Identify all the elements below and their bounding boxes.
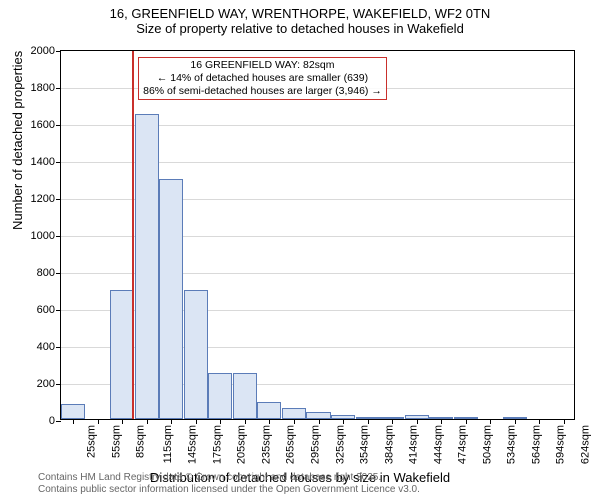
xtick-mark bbox=[441, 419, 442, 424]
ytick-label: 1000 bbox=[31, 230, 61, 242]
xtick-mark bbox=[73, 419, 74, 424]
ytick-label: 1600 bbox=[31, 119, 61, 131]
xtick-mark bbox=[319, 419, 320, 424]
xtick-label: 414sqm bbox=[408, 425, 420, 464]
xtick-label: 295sqm bbox=[310, 425, 322, 464]
histogram-bar bbox=[257, 402, 281, 419]
histogram-bar bbox=[61, 404, 85, 419]
xtick-mark bbox=[171, 419, 172, 424]
ytick-label: 600 bbox=[37, 304, 61, 316]
histogram-bar bbox=[184, 290, 208, 420]
xtick-label: 25sqm bbox=[86, 425, 98, 458]
xtick-label: 504sqm bbox=[481, 425, 493, 464]
ytick-label: 2000 bbox=[31, 45, 61, 57]
title-subtitle: Size of property relative to detached ho… bbox=[0, 21, 600, 36]
xtick-label: 205sqm bbox=[236, 425, 248, 464]
xtick-label: 444sqm bbox=[432, 425, 444, 464]
ytick-label: 800 bbox=[37, 267, 61, 279]
xtick-mark bbox=[196, 419, 197, 424]
chart-title: 16, GREENFIELD WAY, WRENTHORPE, WAKEFIEL… bbox=[0, 0, 600, 36]
xtick-mark bbox=[269, 419, 270, 424]
chart-plot-area: 020040060080010001200140016001800200025s… bbox=[60, 50, 575, 420]
ytick-label: 1800 bbox=[31, 82, 61, 94]
xtick-label: 55sqm bbox=[110, 425, 122, 458]
xtick-label: 534sqm bbox=[506, 425, 518, 464]
xtick-mark bbox=[98, 419, 99, 424]
xtick-mark bbox=[490, 419, 491, 424]
y-axis-label: Number of detached properties bbox=[10, 51, 25, 230]
xtick-mark bbox=[245, 419, 246, 424]
xtick-label: 175sqm bbox=[211, 425, 223, 464]
xtick-label: 354sqm bbox=[359, 425, 371, 464]
footer-line1: Contains HM Land Registry data © Crown c… bbox=[38, 472, 420, 484]
annotation-box: 16 GREENFIELD WAY: 82sqm← 14% of detache… bbox=[138, 57, 387, 100]
histogram-bar bbox=[110, 290, 134, 420]
xtick-mark bbox=[564, 419, 565, 424]
xtick-mark bbox=[294, 419, 295, 424]
annotation-line2: ← 14% of detached houses are smaller (63… bbox=[143, 72, 382, 85]
title-address: 16, GREENFIELD WAY, WRENTHORPE, WAKEFIEL… bbox=[0, 6, 600, 21]
histogram-bar bbox=[135, 114, 159, 419]
xtick-label: 265sqm bbox=[285, 425, 297, 464]
footer-line2: Contains public sector information licen… bbox=[38, 484, 420, 496]
xtick-label: 594sqm bbox=[555, 425, 567, 464]
footer-attribution: Contains HM Land Registry data © Crown c… bbox=[38, 472, 420, 496]
property-marker-line bbox=[132, 51, 134, 419]
xtick-label: 145sqm bbox=[187, 425, 199, 464]
histogram-bar bbox=[282, 408, 306, 419]
xtick-mark bbox=[466, 419, 467, 424]
xtick-label: 85sqm bbox=[135, 425, 147, 458]
annotation-line1: 16 GREENFIELD WAY: 82sqm bbox=[143, 59, 382, 72]
ytick-label: 1400 bbox=[31, 156, 61, 168]
annotation-line3: 86% of semi-detached houses are larger (… bbox=[143, 85, 382, 98]
histogram-bar bbox=[233, 373, 257, 419]
xtick-mark bbox=[147, 419, 148, 424]
xtick-label: 325sqm bbox=[334, 425, 346, 464]
ytick-label: 0 bbox=[49, 415, 61, 427]
histogram-bar bbox=[159, 179, 183, 420]
xtick-mark bbox=[343, 419, 344, 424]
xtick-mark bbox=[515, 419, 516, 424]
histogram-bar bbox=[306, 412, 330, 419]
xtick-mark bbox=[417, 419, 418, 424]
xtick-label: 624sqm bbox=[579, 425, 591, 464]
xtick-label: 115sqm bbox=[162, 425, 174, 463]
xtick-label: 384sqm bbox=[383, 425, 395, 464]
xtick-label: 474sqm bbox=[457, 425, 469, 464]
ytick-label: 400 bbox=[37, 341, 61, 353]
xtick-label: 564sqm bbox=[530, 425, 542, 464]
xtick-mark bbox=[368, 419, 369, 424]
xtick-label: 235sqm bbox=[260, 425, 272, 464]
xtick-mark bbox=[392, 419, 393, 424]
xtick-mark bbox=[539, 419, 540, 424]
ytick-label: 200 bbox=[37, 378, 61, 390]
histogram-bar bbox=[208, 373, 232, 419]
xtick-mark bbox=[122, 419, 123, 424]
ytick-label: 1200 bbox=[31, 193, 61, 205]
xtick-mark bbox=[220, 419, 221, 424]
